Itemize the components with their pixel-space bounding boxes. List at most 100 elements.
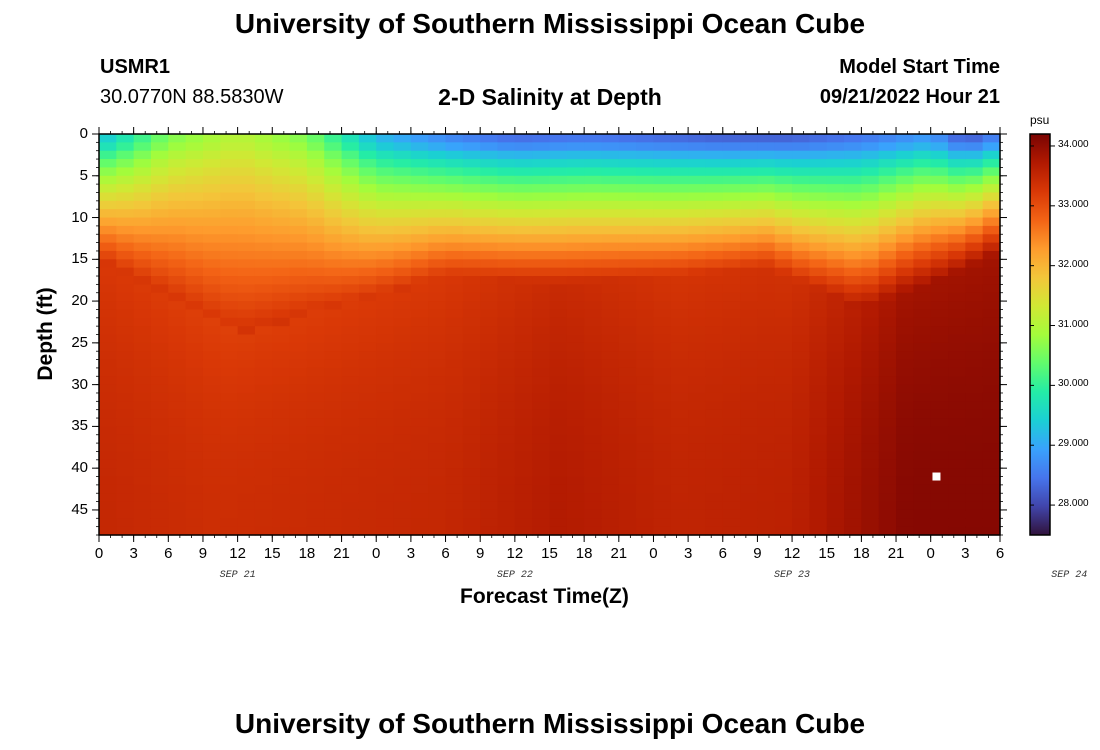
heatmap-cell (601, 175, 620, 185)
heatmap-cell (792, 426, 811, 436)
heatmap-cell (202, 359, 221, 369)
heatmap-cell (480, 493, 499, 503)
heatmap-cell (220, 493, 239, 503)
heatmap-cell (549, 401, 568, 411)
heatmap-cell (133, 217, 152, 227)
heatmap-cell (116, 392, 135, 402)
heatmap-cell (670, 468, 689, 478)
heatmap-cell (272, 242, 291, 252)
heatmap-cell (861, 167, 880, 177)
heatmap-cell (428, 443, 447, 453)
heatmap-cell (705, 326, 724, 336)
heatmap-cell (462, 150, 481, 160)
heatmap-cell (549, 451, 568, 461)
heatmap-cell (757, 434, 776, 444)
heatmap-cell (272, 409, 291, 419)
heatmap-cell (774, 309, 793, 319)
heatmap-cell (896, 192, 914, 202)
heatmap-cell (878, 259, 897, 269)
heatmap-cell (930, 217, 949, 227)
heatmap-cell (358, 518, 377, 528)
heatmap-cell (549, 184, 568, 194)
heatmap-cell (272, 134, 291, 143)
heatmap-cell (445, 342, 464, 352)
heatmap-cell (688, 309, 707, 319)
heatmap-cell (358, 159, 377, 169)
heatmap-cell (341, 225, 360, 235)
heatmap-cell (809, 451, 828, 461)
heatmap-cell (324, 359, 343, 369)
heatmap-cell (636, 526, 655, 536)
heatmap-cell (930, 334, 949, 344)
heatmap-cell (99, 459, 117, 469)
heatmap-cell (930, 292, 949, 302)
heatmap-cell (185, 367, 204, 377)
heatmap-cell (670, 209, 689, 219)
heatmap-cell (930, 434, 949, 444)
heatmap-cell (913, 384, 932, 394)
heatmap-cell (150, 509, 169, 519)
heatmap-cell (185, 234, 204, 244)
heatmap-cell (514, 334, 533, 344)
heatmap-cell (341, 493, 360, 503)
heatmap-cell (930, 526, 949, 536)
heatmap-cell (740, 392, 759, 402)
heatmap-cell (618, 317, 637, 327)
heatmap-cell (792, 250, 811, 260)
heatmap-cell (601, 267, 620, 277)
heatmap-cell (289, 276, 308, 285)
heatmap-cell (757, 150, 776, 160)
heatmap-cell (202, 426, 221, 436)
heatmap-cell (220, 217, 239, 227)
heatmap-cell (185, 292, 204, 302)
heatmap-cell (220, 426, 239, 436)
heatmap-cell (688, 184, 707, 194)
heatmap-cell (653, 342, 672, 352)
heatmap-cell (358, 292, 377, 302)
heatmap-cell (480, 409, 499, 419)
heatmap-cell (410, 459, 429, 469)
heatmap-cell (445, 192, 464, 202)
heatmap-cell (705, 259, 724, 269)
heatmap-cell (393, 292, 412, 302)
heatmap-cell (341, 484, 360, 494)
heatmap-cell (358, 418, 377, 427)
heatmap-cell (376, 451, 395, 461)
heatmap-cell (982, 292, 1001, 302)
heatmap-cell (324, 159, 343, 169)
heatmap-cell (792, 159, 811, 169)
heatmap-cell (878, 250, 897, 260)
heatmap-cell (289, 184, 308, 194)
heatmap-cell (584, 184, 603, 194)
heatmap-cell (774, 200, 793, 210)
heatmap-cell (566, 409, 585, 419)
heatmap-cell (965, 167, 984, 177)
heatmap-cell (480, 401, 499, 411)
heatmap-cell (358, 426, 377, 436)
heatmap-cell (480, 518, 499, 528)
heatmap-cell (705, 250, 724, 260)
heatmap-cell (168, 484, 187, 494)
heatmap-cell (722, 459, 741, 469)
heatmap-cell (202, 326, 221, 336)
heatmap-cell (428, 418, 447, 427)
heatmap-cell (116, 217, 135, 227)
heatmap-cell (341, 409, 360, 419)
heatmap-cell (653, 476, 672, 486)
heatmap-cell (844, 234, 862, 244)
heatmap-cell (289, 443, 308, 453)
heatmap-cell (306, 493, 325, 503)
heatmap-cell (428, 167, 447, 177)
heatmap-cell (410, 468, 429, 478)
heatmap-cell (272, 225, 291, 235)
heatmap-cell (168, 200, 187, 210)
heatmap-cell (99, 217, 117, 227)
heatmap-cell (410, 225, 429, 235)
heatmap-cell (584, 317, 603, 327)
heatmap-cell (133, 184, 152, 194)
heatmap-cell (289, 384, 308, 394)
heatmap-cell (705, 334, 724, 344)
heatmap-cell (497, 200, 516, 210)
heatmap-cell (497, 367, 516, 377)
heatmap-cell (844, 292, 862, 302)
